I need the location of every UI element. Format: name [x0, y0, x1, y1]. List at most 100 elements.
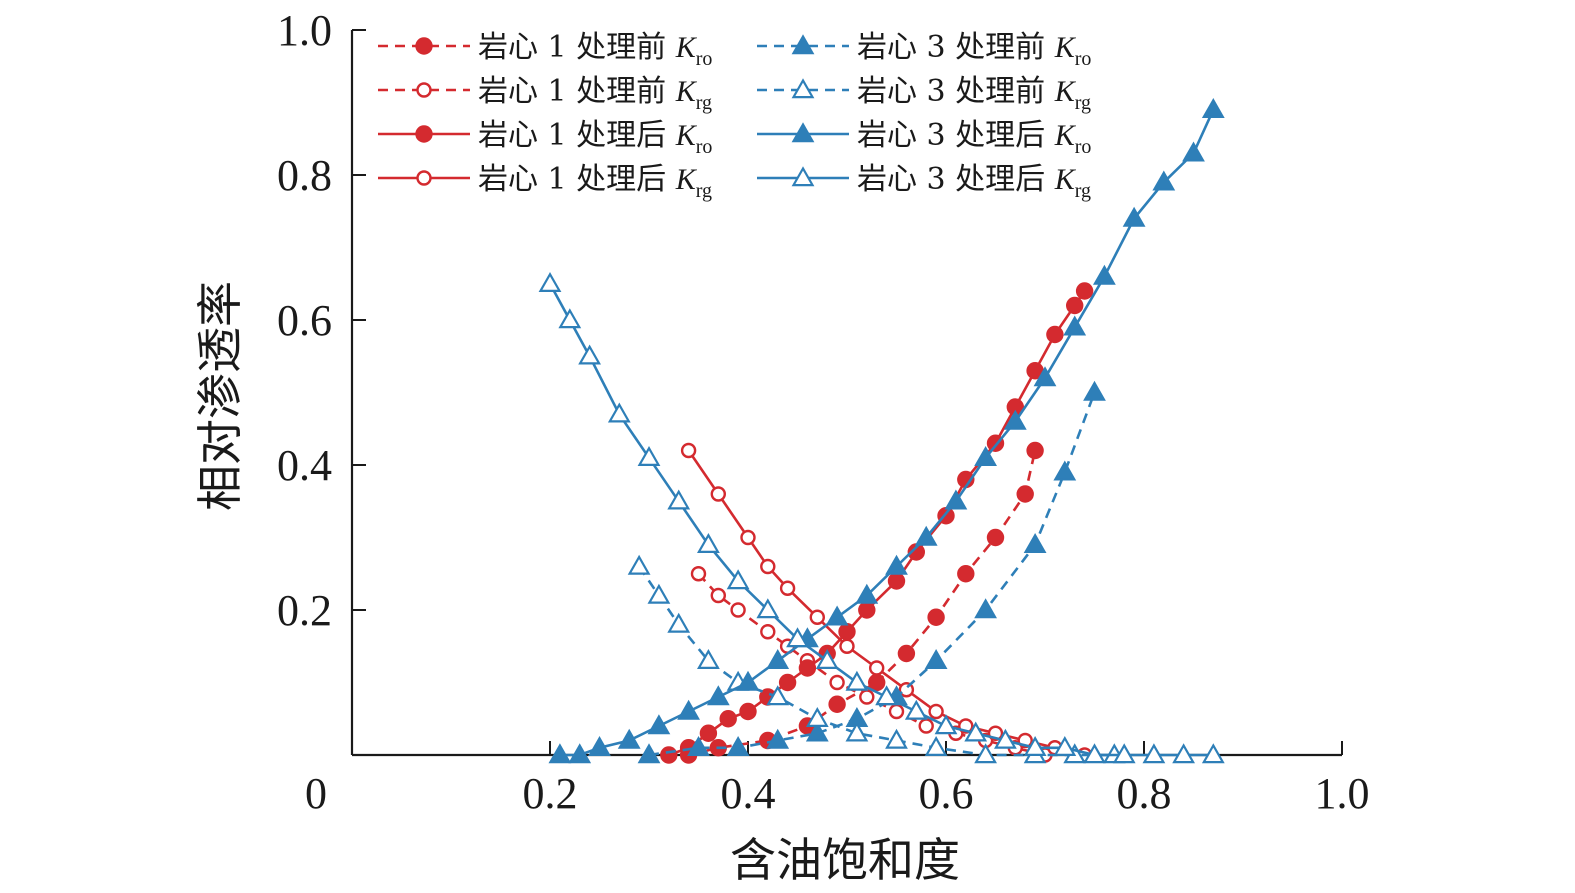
- data-point: [756, 598, 780, 619]
- data-point: [548, 743, 572, 764]
- legend-label: 岩心 3 处理前 Kro: [857, 30, 1091, 70]
- data-point: [766, 728, 790, 749]
- data-point: [697, 533, 720, 553]
- data-point: [766, 649, 790, 669]
- data-point: [1201, 98, 1225, 118]
- data-point: [805, 707, 829, 727]
- data-point: [1083, 743, 1106, 764]
- legend-marker: [791, 166, 815, 187]
- x-tick-label: 0.8: [1117, 769, 1172, 818]
- data-point: [578, 344, 601, 365]
- data-point: [845, 670, 869, 691]
- x-tick-label: 0.6: [919, 769, 974, 818]
- data-point: [680, 442, 697, 459]
- data-point: [568, 743, 592, 764]
- data-point: [1112, 743, 1136, 764]
- data-point: [858, 601, 876, 619]
- data-point: [558, 308, 582, 329]
- data-point: [868, 673, 886, 692]
- data-point: [637, 743, 661, 764]
- legend-item-5: 岩心 3 处理前 Kro: [757, 30, 1091, 70]
- y-tick-label: 0.6: [277, 296, 332, 345]
- data-point: [779, 580, 796, 596]
- data-point: [706, 685, 730, 706]
- data-point: [805, 721, 829, 742]
- data-point: [809, 609, 825, 625]
- data-point: [1053, 460, 1077, 481]
- legend-marker: [415, 125, 433, 143]
- data-point: [855, 583, 879, 604]
- legend-item-1: 岩心 1 处理前 Kro: [378, 30, 712, 70]
- data-point: [538, 272, 562, 292]
- data-point: [760, 624, 776, 640]
- series-layer: [538, 98, 1225, 764]
- data-point: [778, 673, 797, 692]
- data-point: [859, 689, 875, 705]
- y-tick-label: 1.0: [277, 6, 332, 55]
- data-point: [897, 644, 916, 663]
- data-point: [627, 554, 651, 575]
- data-point: [1122, 206, 1146, 227]
- data-point: [1172, 743, 1195, 764]
- data-point: [1093, 264, 1116, 285]
- legend-marker: [416, 82, 432, 98]
- data-point: [617, 728, 641, 749]
- data-point: [730, 602, 746, 618]
- series-line: [638, 565, 1115, 757]
- series-7: [548, 98, 1225, 764]
- data-point: [660, 746, 678, 764]
- data-point: [974, 598, 997, 619]
- data-point: [710, 486, 726, 502]
- data-point: [927, 608, 945, 626]
- data-point: [838, 623, 856, 641]
- data-point: [944, 489, 968, 510]
- data-point: [697, 649, 720, 669]
- data-point: [766, 685, 790, 706]
- legend-label: 岩心 3 处理后 Kro: [857, 118, 1091, 158]
- data-point: [1023, 736, 1047, 756]
- x-tick-label: 0.4: [721, 769, 776, 818]
- legend-item-4: 岩心 1 处理后 Krg: [378, 162, 712, 202]
- series-5: [637, 380, 1106, 764]
- data-point: [829, 674, 845, 691]
- data-point: [924, 649, 948, 669]
- data-point: [887, 572, 906, 590]
- data-point: [786, 627, 809, 648]
- data-point: [828, 695, 846, 713]
- data-point: [690, 566, 707, 582]
- data-point: [798, 659, 817, 677]
- y-tick-label: 0.2: [277, 586, 332, 635]
- data-point: [699, 724, 718, 742]
- data-point: [957, 565, 975, 583]
- data-point: [1065, 296, 1084, 315]
- data-point: [647, 583, 671, 604]
- data-point: [1142, 743, 1166, 764]
- data-point: [1026, 441, 1044, 460]
- data-point: [815, 649, 839, 669]
- legend-label: 岩心 1 处理后 Kro: [478, 118, 712, 158]
- data-point: [667, 489, 691, 510]
- series-8: [538, 272, 1225, 764]
- data-point: [588, 736, 611, 756]
- data-point: [1083, 380, 1106, 401]
- data-point: [1016, 485, 1034, 503]
- data-point: [924, 736, 948, 756]
- y-tick-label: 0.4: [277, 441, 332, 490]
- data-point: [1033, 366, 1057, 387]
- data-point: [1053, 736, 1077, 756]
- data-point: [1003, 409, 1027, 430]
- data-point: [986, 528, 1005, 547]
- legend-label: 岩心 1 处理前 Kro: [478, 30, 712, 70]
- axes: 0 0.2 0.4 0.6 0.8 1.0 0.2 0.4 0.6 0.8 1.0: [277, 6, 1370, 818]
- legend-marker: [791, 34, 815, 55]
- data-point: [1063, 315, 1087, 336]
- data-point: [719, 710, 737, 728]
- data-point: [875, 685, 898, 706]
- data-point: [647, 714, 671, 735]
- data-point: [928, 703, 944, 720]
- data-point: [994, 728, 1017, 749]
- data-point: [1152, 170, 1176, 191]
- data-point: [885, 554, 908, 575]
- data-point: [1023, 533, 1047, 553]
